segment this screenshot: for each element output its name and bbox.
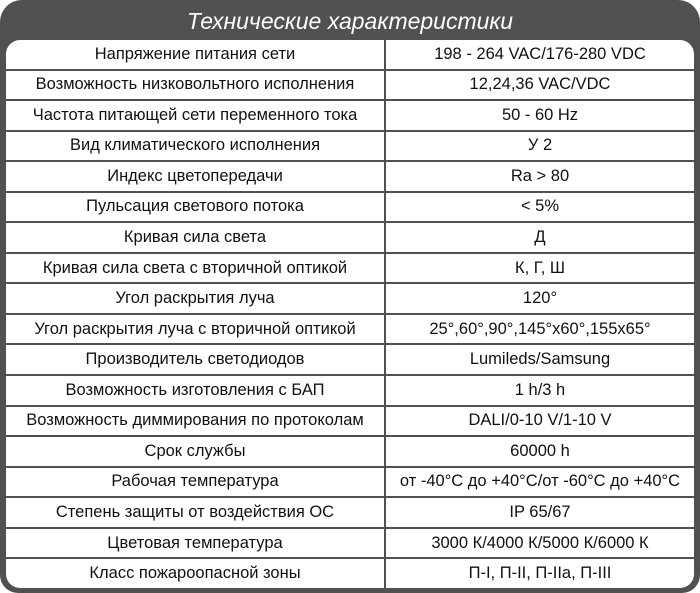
value-cell: IP 65/67 bbox=[384, 496, 694, 529]
param-cell: Индекс цветопередачи bbox=[6, 160, 386, 193]
param-cell: Срок службы bbox=[6, 435, 386, 468]
value-cell: Д bbox=[384, 221, 694, 254]
table-row: Цветовая температура 3000 К/4000 К/5000 К… bbox=[6, 526, 694, 560]
param-cell: Класс пожароопасной зоны bbox=[6, 557, 386, 588]
value-cell: DALI/0-10 V/1-10 V bbox=[384, 404, 694, 438]
value-cell: 25°,60°,90°,145°x60°,155x65° bbox=[384, 312, 694, 346]
table-title: Технические характеристики bbox=[186, 8, 514, 34]
param-cell: Возможность изготовления с БАП bbox=[6, 374, 386, 407]
table-row: Производитель светодиодов Lumileds/Samsun… bbox=[6, 343, 694, 376]
value-cell: 50 - 60 Hz bbox=[384, 99, 694, 132]
value-cell: от -40°C до +40°C/от -60°C до +40°C bbox=[384, 465, 694, 499]
table-row: Индекс цветопередачи Ra > 80 bbox=[6, 160, 694, 193]
table-row: Степень защиты от воздействия ОС IP 65/67 bbox=[6, 496, 694, 529]
param-cell: Частота питающей сети переменного тока bbox=[6, 99, 386, 132]
table-row: Срок службы 60000 h bbox=[6, 435, 694, 468]
value-cell: 3000 К/4000 К/5000 К/6000 К bbox=[384, 526, 694, 560]
param-cell: Степень защиты от воздействия ОС bbox=[6, 496, 386, 529]
table-row: Угол раскрытия луча 120° bbox=[6, 282, 694, 315]
table-row: Пульсация светового потока < 5% bbox=[6, 190, 694, 224]
table-row: Кривая сила света с вторичной оптикой К, … bbox=[6, 251, 694, 285]
value-cell: 120° bbox=[384, 282, 694, 315]
param-cell: Производитель светодиодов bbox=[6, 343, 386, 376]
param-cell: Кривая сила света с вторичной оптикой bbox=[6, 251, 386, 285]
value-cell: 198 - 264 VAC/176-280 VDC bbox=[384, 40, 694, 71]
param-cell: Кривая сила света bbox=[6, 221, 386, 254]
value-cell: Lumileds/Samsung bbox=[384, 343, 694, 376]
value-cell: 12,24,36 VAC/VDC bbox=[384, 68, 694, 102]
table-row: Вид климатического исполнения У 2 bbox=[6, 129, 694, 163]
param-cell: Угол раскрытия луча с вторичной оптикой bbox=[6, 312, 386, 346]
value-cell: 1 h/3 h bbox=[384, 374, 694, 407]
value-cell: У 2 bbox=[384, 129, 694, 163]
param-cell: Возможность диммирования по протоколам bbox=[6, 404, 386, 438]
table-row: Напряжение питания сети 198 - 264 VAC/176… bbox=[6, 40, 694, 71]
param-cell: Угол раскрытия луча bbox=[6, 282, 386, 315]
param-cell: Рабочая температура bbox=[6, 465, 386, 499]
value-cell: < 5% bbox=[384, 190, 694, 224]
param-cell: Возможность низковольтного исполнения bbox=[6, 68, 386, 102]
table-row: Возможность низковольтного исполнения 12,… bbox=[6, 68, 694, 102]
table-row: Кривая сила света Д bbox=[6, 221, 694, 254]
value-cell: К, Г, Ш bbox=[384, 251, 694, 285]
value-cell: П-I, П-II, П-IIa, П-III bbox=[384, 557, 694, 588]
table-row: Частота питающей сети переменного тока 50… bbox=[6, 99, 694, 132]
table-row: Возможность изготовления с БАП 1 h/3 h bbox=[6, 374, 694, 407]
spec-table-body: Напряжение питания сети 198 - 264 VAC/176… bbox=[6, 40, 694, 588]
table-row: Класс пожароопасной зоны П-I, П-II, П-IIa… bbox=[6, 557, 694, 588]
table-row: Возможность диммирования по протоколам DA… bbox=[6, 404, 694, 438]
value-cell: Ra > 80 bbox=[384, 160, 694, 193]
param-cell: Напряжение питания сети bbox=[6, 40, 386, 71]
table-row: Рабочая температура от -40°C до +40°C/от … bbox=[6, 465, 694, 499]
table-row: Угол раскрытия луча с вторичной оптикой 2… bbox=[6, 312, 694, 346]
param-cell: Вид климатического исполнения bbox=[6, 129, 386, 163]
param-cell: Цветовая температура bbox=[6, 526, 386, 560]
value-cell: 60000 h bbox=[384, 435, 694, 468]
param-cell: Пульсация светового потока bbox=[6, 190, 386, 224]
